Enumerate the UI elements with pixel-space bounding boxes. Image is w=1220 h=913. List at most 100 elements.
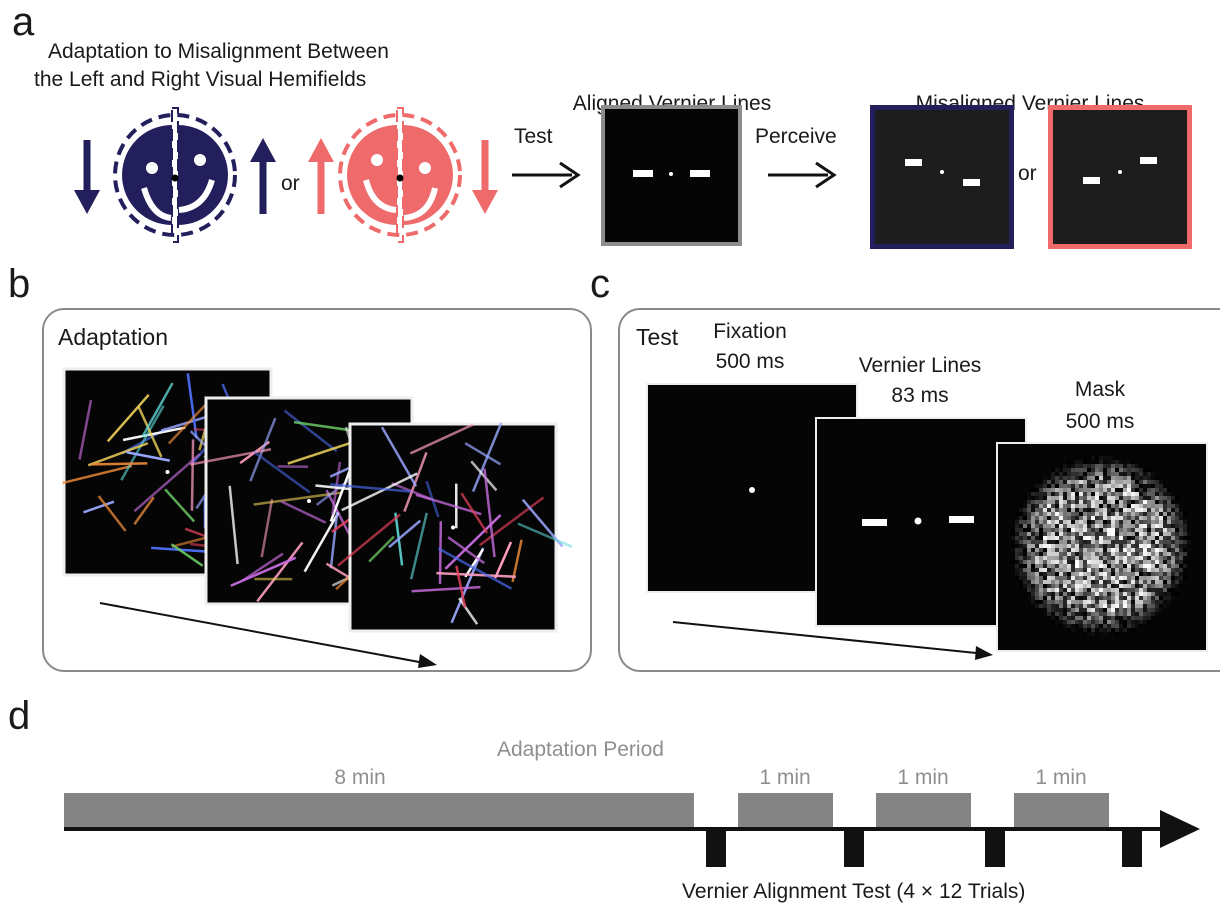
noise-cell <box>1163 484 1167 488</box>
noise-cell <box>1075 508 1079 512</box>
noise-cell <box>1095 464 1099 468</box>
noise-cell <box>1175 576 1179 580</box>
noise-cell <box>1035 528 1039 532</box>
noise-cell <box>1135 620 1139 624</box>
noise-cell <box>1067 480 1071 484</box>
noise-cell <box>1027 532 1031 536</box>
noise-cell <box>1075 588 1079 592</box>
noise-cell <box>1035 500 1039 504</box>
aligned-vernier-lines <box>633 170 710 177</box>
noise-cell <box>1159 588 1163 592</box>
noise-cell <box>1099 592 1103 596</box>
noise-cell <box>1139 492 1143 496</box>
noise-cell <box>1067 604 1071 608</box>
noise-cell <box>1059 612 1063 616</box>
noise-cell <box>1087 576 1091 580</box>
noise-cell <box>1067 516 1071 520</box>
noise-cell <box>1155 484 1159 488</box>
noise-cell <box>1103 464 1107 468</box>
random-line <box>164 488 196 523</box>
noise-cell <box>1123 560 1127 564</box>
noise-cell <box>1183 548 1187 552</box>
noise-cell <box>1123 496 1127 500</box>
fixation-dot <box>749 487 755 493</box>
noise-cell <box>1087 596 1091 600</box>
noise-cell <box>1043 568 1047 572</box>
noise-cell <box>1131 468 1135 472</box>
noise-cell <box>1183 564 1187 568</box>
noise-cell <box>1115 556 1119 560</box>
noise-cell <box>1167 508 1171 512</box>
noise-cell <box>1147 612 1151 616</box>
noise-cell <box>1123 564 1127 568</box>
noise-cell <box>1167 512 1171 516</box>
noise-cell <box>1131 600 1135 604</box>
noise-cell <box>1043 600 1047 604</box>
noise-cell <box>1067 532 1071 536</box>
noise-cell <box>1135 564 1139 568</box>
noise-cell <box>1031 508 1035 512</box>
noise-cell <box>1027 592 1031 596</box>
noise-cell <box>1167 524 1171 528</box>
noise-cell <box>1079 532 1083 536</box>
noise-cell <box>1155 524 1159 528</box>
noise-cell <box>1147 532 1151 536</box>
noise-cell <box>1151 476 1155 480</box>
noise-cell <box>1175 536 1179 540</box>
noise-cell <box>1111 492 1115 496</box>
noise-cell <box>1119 600 1123 604</box>
noise-cell <box>1083 620 1087 624</box>
noise-cell <box>1135 596 1139 600</box>
noise-cell <box>1087 508 1091 512</box>
noise-cell <box>1099 480 1103 484</box>
noise-cell <box>1019 564 1023 568</box>
noise-cell <box>1171 572 1175 576</box>
noise-cell <box>1091 536 1095 540</box>
noise-cell <box>1183 540 1187 544</box>
noise-cell <box>1075 512 1079 516</box>
noise-cell <box>1019 560 1023 564</box>
noise-cell <box>1099 608 1103 612</box>
noise-cell <box>1135 464 1139 468</box>
noise-cell <box>1027 572 1031 576</box>
noise-cell <box>1131 620 1135 624</box>
noise-cell <box>1111 528 1115 532</box>
noise-cell <box>1055 580 1059 584</box>
noise-cell <box>1127 608 1131 612</box>
noise-cell <box>1051 604 1055 608</box>
noise-cell <box>1127 604 1131 608</box>
noise-cell <box>1135 524 1139 528</box>
noise-cell <box>1131 512 1135 516</box>
noise-cell <box>1099 632 1103 636</box>
noise-cell <box>1071 592 1075 596</box>
noise-cell <box>1067 524 1071 528</box>
noise-cell <box>1067 548 1071 552</box>
noise-cell <box>1043 532 1047 536</box>
noise-cell <box>1103 500 1107 504</box>
noise-cell <box>1055 568 1059 572</box>
noise-cell <box>1047 568 1051 572</box>
test-block-3 <box>985 829 1005 867</box>
noise-cell <box>1183 576 1187 580</box>
noise-cell <box>1151 604 1155 608</box>
noise-cell <box>1055 576 1059 580</box>
noise-cell <box>1015 532 1019 536</box>
noise-cell <box>1135 624 1139 628</box>
noise-cell <box>1155 516 1159 520</box>
noise-cell <box>1127 516 1131 520</box>
noise-cell <box>1147 572 1151 576</box>
noise-cell <box>1123 556 1127 560</box>
random-line <box>450 547 485 624</box>
noise-cell <box>1107 584 1111 588</box>
noise-cell <box>1095 580 1099 584</box>
noise-cell <box>1163 536 1167 540</box>
noise-cell <box>1107 596 1111 600</box>
noise-cell <box>1075 596 1079 600</box>
random-line <box>190 439 195 511</box>
noise-cell <box>1159 584 1163 588</box>
noise-cell <box>1079 520 1083 524</box>
noise-cell <box>1107 520 1111 524</box>
noise-cell <box>1123 484 1127 488</box>
noise-cell <box>1035 572 1039 576</box>
noise-cell <box>1127 496 1131 500</box>
